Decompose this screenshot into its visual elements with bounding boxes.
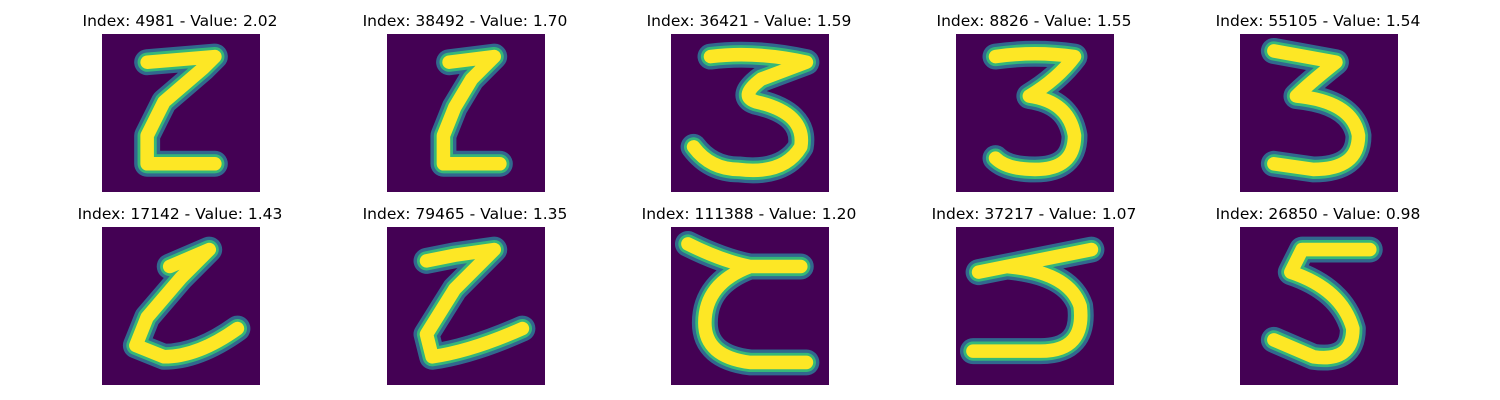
panel-title: Index: 111388 - Value: 1.20 (641, 205, 857, 223)
digit-image (671, 34, 829, 192)
digit-image (956, 227, 1114, 385)
digit-image (1240, 227, 1398, 385)
digit-image (956, 34, 1114, 192)
digit-image (387, 34, 545, 192)
digit-image (387, 227, 545, 385)
digit-image (1240, 34, 1398, 192)
panel-title: Index: 4981 - Value: 2.02 (82, 12, 278, 30)
panel-title: Index: 55105 - Value: 1.54 (1215, 12, 1421, 30)
panel-title: Index: 26850 - Value: 0.98 (1215, 205, 1421, 223)
digit-image (102, 34, 260, 192)
panel-title: Index: 79465 - Value: 1.35 (362, 205, 568, 223)
digit-image (102, 227, 260, 385)
panel-title: Index: 38492 - Value: 1.70 (362, 12, 568, 30)
panel-title: Index: 37217 - Value: 1.07 (931, 205, 1137, 223)
panel-title: Index: 36421 - Value: 1.59 (646, 12, 852, 30)
panel-title: Index: 17142 - Value: 1.43 (77, 205, 283, 223)
panel-title: Index: 8826 - Value: 1.55 (936, 12, 1132, 30)
digit-image (671, 227, 829, 385)
